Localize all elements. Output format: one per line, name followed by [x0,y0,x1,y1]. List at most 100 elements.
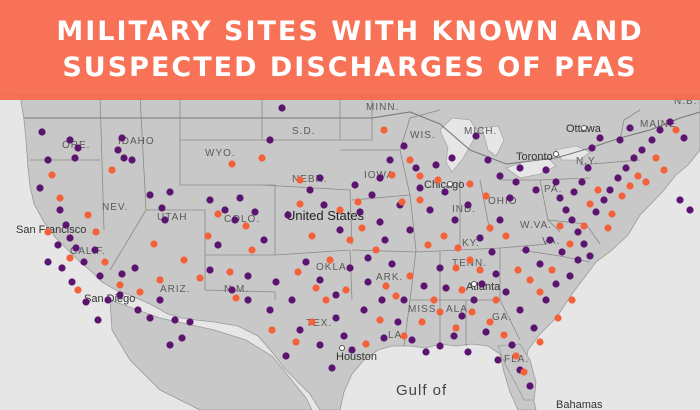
known-site-marker[interactable] [336,226,344,234]
known-site-marker[interactable] [332,314,340,322]
known-site-marker[interactable] [320,201,328,209]
known-site-marker[interactable] [578,178,586,186]
suspected-site-marker[interactable] [424,241,432,249]
known-site-marker[interactable] [94,316,102,324]
known-site-marker[interactable] [574,228,582,236]
suspected-site-marker[interactable] [466,180,474,188]
known-site-marker[interactable] [666,118,674,126]
known-site-marker[interactable] [282,352,290,360]
known-site-marker[interactable] [306,186,314,194]
suspected-site-marker[interactable] [520,368,528,376]
known-site-marker[interactable] [441,188,449,196]
known-site-marker[interactable] [512,178,520,186]
known-site-marker[interactable] [71,154,79,162]
known-site-marker[interactable] [58,264,66,272]
suspected-site-marker[interactable] [101,258,109,266]
suspected-site-marker[interactable] [92,228,100,236]
suspected-site-marker[interactable] [434,176,442,184]
known-site-marker[interactable] [476,234,484,242]
suspected-site-marker[interactable] [482,192,490,200]
suspected-site-marker[interactable] [604,224,612,232]
suspected-site-marker[interactable] [308,232,316,240]
known-site-marker[interactable] [408,336,416,344]
known-site-marker[interactable] [364,278,372,286]
suspected-site-marker[interactable] [398,198,406,206]
known-site-marker[interactable] [630,154,638,162]
known-site-marker[interactable] [680,134,688,142]
known-site-marker[interactable] [166,188,174,196]
suspected-site-marker[interactable] [608,210,616,218]
known-site-marker[interactable] [120,154,128,162]
known-site-marker[interactable] [104,296,112,304]
known-site-marker[interactable] [416,184,424,192]
suspected-site-marker[interactable] [476,266,484,274]
known-site-marker[interactable] [80,258,88,266]
suspected-site-marker[interactable] [376,316,384,324]
suspected-site-marker[interactable] [228,160,236,168]
suspected-site-marker[interactable] [580,222,588,230]
known-site-marker[interactable] [532,186,540,194]
known-site-marker[interactable] [332,291,340,299]
suspected-site-marker[interactable] [454,244,462,252]
suspected-site-marker[interactable] [626,182,634,190]
known-site-marker[interactable] [221,206,229,214]
known-site-marker[interactable] [458,312,466,320]
suspected-site-marker[interactable] [56,194,64,202]
known-site-marker[interactable] [432,161,440,169]
suspected-site-marker[interactable] [406,272,414,280]
known-site-marker[interactable] [516,164,524,172]
known-site-marker[interactable] [422,348,430,356]
known-site-marker[interactable] [284,211,292,219]
known-site-marker[interactable] [158,204,166,212]
suspected-site-marker[interactable] [486,224,494,232]
known-site-marker[interactable] [574,256,582,264]
known-site-marker[interactable] [508,341,516,349]
known-site-marker[interactable] [412,164,420,172]
suspected-site-marker[interactable] [392,292,400,300]
known-site-marker[interactable] [506,194,514,202]
known-site-marker[interactable] [346,264,354,272]
known-site-marker[interactable] [236,194,244,202]
suspected-site-marker[interactable] [618,192,626,200]
suspected-site-marker[interactable] [416,196,424,204]
known-site-marker[interactable] [288,296,296,304]
known-site-marker[interactable] [66,234,74,242]
suspected-site-marker[interactable] [568,296,576,304]
suspected-site-marker[interactable] [548,266,556,274]
known-site-marker[interactable] [380,334,388,342]
suspected-site-marker[interactable] [452,324,460,332]
suspected-site-marker[interactable] [108,166,116,174]
suspected-site-marker[interactable] [652,154,660,162]
known-site-marker[interactable] [44,258,52,266]
suspected-site-marker[interactable] [526,276,534,284]
suspected-site-marker[interactable] [660,166,668,174]
suspected-site-marker[interactable] [242,222,250,230]
known-site-marker[interactable] [436,264,444,272]
suspected-site-marker[interactable] [440,232,448,240]
known-site-marker[interactable] [502,288,510,296]
known-site-marker[interactable] [251,208,259,216]
suspected-site-marker[interactable] [342,286,350,294]
known-site-marker[interactable] [522,246,530,254]
known-site-marker[interactable] [272,278,280,286]
known-site-marker[interactable] [448,154,456,162]
known-site-marker[interactable] [400,142,408,150]
known-site-marker[interactable] [260,236,268,244]
known-site-marker[interactable] [118,270,126,278]
known-site-marker[interactable] [588,144,596,152]
suspected-site-marker[interactable] [586,200,594,208]
known-site-marker[interactable] [450,332,458,340]
known-site-marker[interactable] [488,248,496,256]
suspected-site-marker[interactable] [296,176,304,184]
suspected-site-marker[interactable] [406,156,414,164]
known-site-marker[interactable] [494,356,502,364]
known-site-marker[interactable] [116,291,124,299]
known-site-marker[interactable] [128,156,136,164]
known-site-marker[interactable] [526,382,534,390]
suspected-site-marker[interactable] [642,178,650,186]
known-site-marker[interactable] [146,191,154,199]
known-site-marker[interactable] [686,206,694,214]
suspected-site-marker[interactable] [380,126,388,134]
suspected-site-marker[interactable] [358,224,366,232]
known-site-marker[interactable] [96,272,104,280]
